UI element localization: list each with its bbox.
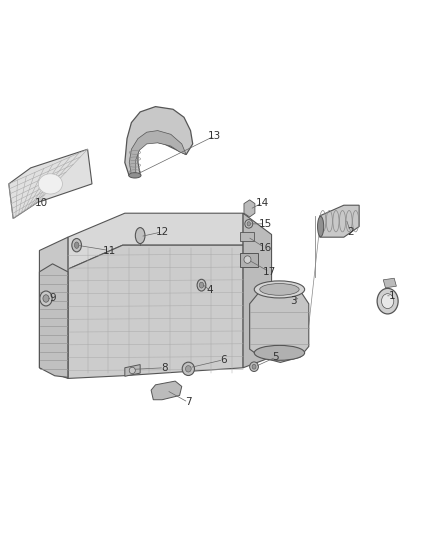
- Ellipse shape: [254, 345, 305, 360]
- Ellipse shape: [260, 284, 299, 295]
- Polygon shape: [39, 237, 68, 378]
- Ellipse shape: [72, 239, 81, 252]
- Polygon shape: [125, 107, 193, 176]
- Text: 16: 16: [258, 243, 272, 253]
- Text: 17: 17: [263, 267, 276, 277]
- Text: 9: 9: [49, 294, 56, 303]
- Polygon shape: [250, 285, 309, 362]
- Text: 10: 10: [35, 198, 48, 207]
- Text: 8: 8: [161, 363, 168, 373]
- Polygon shape: [240, 253, 258, 266]
- Polygon shape: [243, 213, 272, 368]
- Text: 14: 14: [256, 198, 269, 207]
- Text: 6: 6: [220, 355, 227, 365]
- Ellipse shape: [244, 256, 251, 263]
- Polygon shape: [68, 213, 243, 269]
- Ellipse shape: [252, 365, 256, 369]
- Text: 3: 3: [290, 296, 297, 306]
- Ellipse shape: [74, 242, 79, 248]
- Text: 1: 1: [389, 291, 396, 301]
- Text: 2: 2: [347, 227, 354, 237]
- Ellipse shape: [182, 362, 194, 376]
- Text: 4: 4: [207, 286, 214, 295]
- Text: 15: 15: [258, 219, 272, 229]
- Text: 11: 11: [103, 246, 116, 255]
- Polygon shape: [9, 149, 92, 219]
- Text: 7: 7: [185, 398, 192, 407]
- Text: 5: 5: [272, 352, 279, 362]
- Polygon shape: [68, 245, 243, 378]
- Text: 13: 13: [208, 131, 221, 141]
- Text: 12: 12: [155, 227, 169, 237]
- Ellipse shape: [318, 216, 324, 237]
- Ellipse shape: [129, 367, 135, 374]
- Ellipse shape: [254, 281, 305, 298]
- Polygon shape: [320, 205, 359, 237]
- Ellipse shape: [250, 362, 258, 372]
- Ellipse shape: [43, 295, 49, 302]
- Polygon shape: [244, 200, 255, 217]
- Ellipse shape: [197, 279, 206, 291]
- Ellipse shape: [40, 291, 52, 306]
- Ellipse shape: [135, 228, 145, 244]
- Polygon shape: [383, 278, 396, 288]
- Ellipse shape: [199, 282, 204, 288]
- Polygon shape: [151, 381, 182, 400]
- Ellipse shape: [186, 366, 191, 372]
- Ellipse shape: [247, 222, 251, 226]
- Polygon shape: [240, 232, 254, 241]
- Ellipse shape: [245, 220, 253, 228]
- Ellipse shape: [381, 294, 394, 309]
- Ellipse shape: [377, 288, 398, 314]
- Ellipse shape: [39, 174, 63, 194]
- Polygon shape: [39, 264, 68, 377]
- Polygon shape: [129, 131, 186, 175]
- Ellipse shape: [129, 173, 141, 178]
- Polygon shape: [125, 365, 140, 376]
